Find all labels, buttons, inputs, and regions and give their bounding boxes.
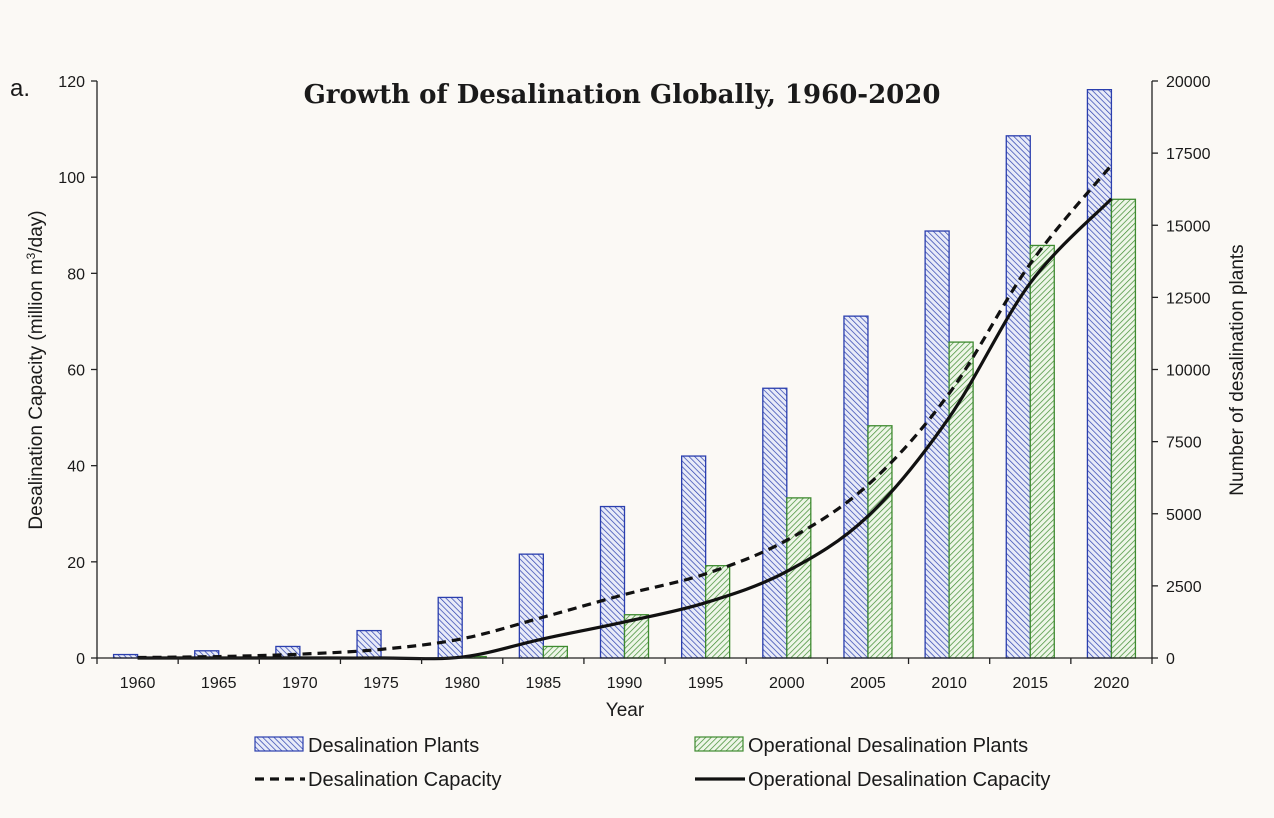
- bar-plants-1980: [437, 596, 463, 659]
- bar-operational-plants-2000: [786, 497, 812, 659]
- y-right-tick-17500: 17500: [1166, 146, 1211, 163]
- x-tick-1975: 1975: [363, 675, 399, 692]
- bar-operational-plants-2005: [867, 425, 893, 659]
- y-left-tick-120: 120: [58, 74, 85, 91]
- y-left-tick-80: 80: [67, 266, 85, 283]
- y-right-tick-10000: 10000: [1166, 363, 1211, 380]
- x-tick-2010: 2010: [931, 675, 967, 692]
- y-right-tick-12500: 12500: [1166, 290, 1211, 307]
- y-left-tick-40: 40: [67, 459, 85, 476]
- bars-group: [112, 89, 1137, 659]
- chart-title: Growth of Desalination Globally, 1960-20…: [304, 80, 941, 110]
- bar-plants-2000: [762, 387, 788, 659]
- y-axis-left-label: Desalination Capacity (million m3/day): [24, 210, 47, 529]
- x-tick-2020: 2020: [1094, 675, 1130, 692]
- x-tick-1960: 1960: [120, 675, 156, 692]
- y-right-tick-5000: 5000: [1166, 507, 1202, 524]
- bar-plants-1995: [681, 455, 707, 659]
- y-right-tick-2500: 2500: [1166, 579, 1202, 596]
- x-tick-1995: 1995: [688, 675, 724, 692]
- x-tick-2015: 2015: [1012, 675, 1048, 692]
- legend-label-3: Operational Desalination Capacity: [748, 769, 1050, 791]
- bar-operational-plants-1985: [542, 645, 568, 659]
- x-tick-1980: 1980: [444, 675, 480, 692]
- x-tick-1990: 1990: [607, 675, 643, 692]
- x-tick-1985: 1985: [526, 675, 562, 692]
- bar-plants-1975: [356, 629, 382, 659]
- panel-label: a.: [10, 75, 30, 102]
- legend-label-0: Desalination Plants: [308, 735, 479, 757]
- y-left-tick-60: 60: [67, 363, 85, 380]
- y-left-tick-20: 20: [67, 555, 85, 572]
- bar-operational-plants-2020: [1110, 198, 1137, 659]
- y-left-tick-0: 0: [76, 651, 85, 668]
- y-axis-right-label: Number of desalination plants: [1227, 244, 1248, 495]
- bar-plants-2015: [1005, 135, 1031, 659]
- bar-plants-2020: [1086, 89, 1113, 659]
- legend-swatch-operational-plants: [694, 736, 744, 752]
- axes-group: [91, 80, 1158, 664]
- y-right-tick-7500: 7500: [1166, 435, 1202, 452]
- bar-plants-1990: [599, 505, 626, 659]
- y-left-tick-100: 100: [58, 170, 85, 187]
- bar-operational-plants-1995: [705, 565, 731, 659]
- bar-operational-plants-2010: [948, 341, 974, 659]
- legend-label-2: Desalination Capacity: [308, 769, 501, 791]
- legend: Desalination Plants Operational Desalinat…: [254, 735, 1050, 791]
- x-tick-1965: 1965: [201, 675, 237, 692]
- bar-operational-plants-2015: [1029, 244, 1055, 659]
- line-desalination-capacity: [137, 164, 1113, 660]
- y-right-tick-15000: 15000: [1166, 218, 1211, 235]
- x-axis-label: Year: [606, 700, 645, 721]
- bar-plants-2005: [843, 315, 869, 659]
- legend-label-1: Operational Desalination Plants: [748, 735, 1028, 757]
- y-right-tick-20000: 20000: [1166, 74, 1211, 91]
- tick-labels-group: 0 20 40 60 80 100 120 0 2500 5000 7500 10000 12500 15…: [58, 74, 1210, 692]
- y-right-tick-0: 0: [1166, 651, 1175, 668]
- x-tick-1970: 1970: [282, 675, 318, 692]
- x-tick-2000: 2000: [769, 675, 805, 692]
- legend-swatch-plants: [254, 736, 304, 752]
- x-tick-2005: 2005: [850, 675, 886, 692]
